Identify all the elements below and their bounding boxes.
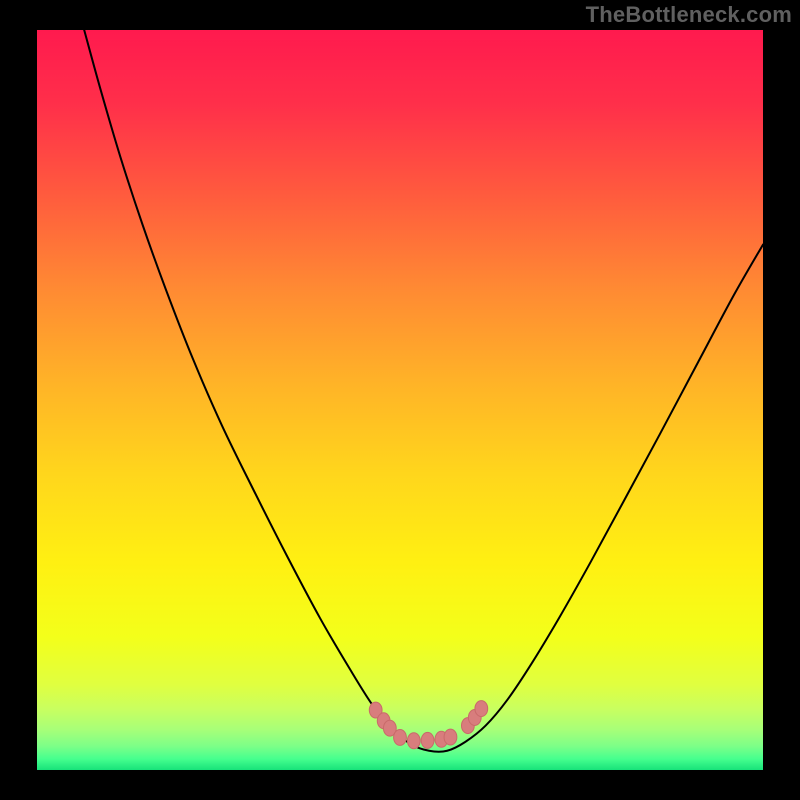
highlight-marker: [407, 733, 420, 749]
highlight-marker: [421, 732, 434, 748]
highlight-marker: [444, 729, 457, 745]
chart-root: TheBottleneck.com: [0, 0, 800, 800]
highlight-marker: [394, 729, 407, 745]
highlight-marker: [475, 701, 488, 717]
chart-svg: [0, 0, 800, 800]
gradient-background: [37, 30, 763, 770]
watermark-text: TheBottleneck.com: [586, 2, 792, 28]
